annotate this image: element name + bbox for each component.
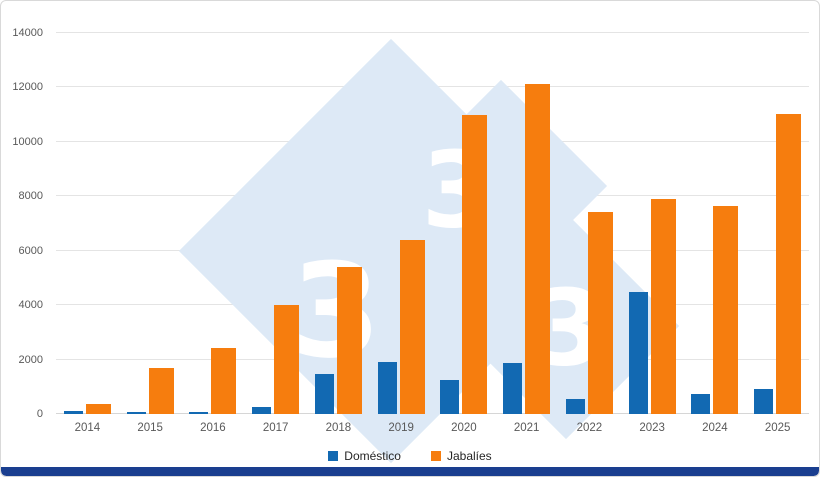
bar-domestico-2022 bbox=[565, 399, 585, 414]
plot-area bbox=[56, 33, 809, 414]
bar-jabalies-2014 bbox=[85, 404, 111, 414]
legend-swatch-jabalies bbox=[430, 451, 441, 461]
x-tick-label-2019: 2019 bbox=[388, 422, 414, 434]
bar-group-2018 bbox=[314, 33, 362, 414]
y-tick-label-14000: 14000 bbox=[12, 27, 43, 39]
legend-item-jabalies: Jabalíes bbox=[430, 449, 492, 463]
x-tick-label-2023: 2023 bbox=[639, 422, 665, 434]
x-tick-label-2022: 2022 bbox=[576, 422, 603, 434]
y-tick-label-4000: 4000 bbox=[18, 299, 43, 312]
bar-domestico-2020 bbox=[440, 380, 460, 414]
bar-domestico-2015 bbox=[126, 412, 146, 414]
bar-group-2022 bbox=[565, 33, 613, 414]
bar-domestico-2016 bbox=[189, 411, 209, 414]
bar-domestico-2025 bbox=[754, 388, 774, 414]
x-tick-label-2024: 2024 bbox=[702, 422, 728, 434]
legend-label-jabalies: Jabalíes bbox=[446, 449, 492, 463]
bar-domestico-2017 bbox=[252, 406, 272, 414]
y-tick-label-0: 0 bbox=[36, 408, 43, 420]
bar-jabalies-2021 bbox=[525, 83, 551, 414]
x-tick-label-2016: 2016 bbox=[200, 422, 226, 434]
bar-jabalies-2020 bbox=[462, 114, 488, 414]
bar-domestico-2021 bbox=[503, 363, 523, 414]
legend-swatch-domestico bbox=[328, 451, 339, 461]
x-tick-label-2020: 2020 bbox=[451, 422, 477, 434]
y-tick-label-6000: 6000 bbox=[18, 244, 43, 257]
bar-group-2017 bbox=[252, 33, 300, 414]
bar-group-2023 bbox=[628, 33, 676, 414]
bar-group-2024 bbox=[691, 33, 739, 414]
x-tick-label-2018: 2018 bbox=[325, 422, 352, 434]
bar-jabalies-2016 bbox=[211, 348, 237, 414]
x-tick-label-2015: 2015 bbox=[137, 422, 163, 434]
bar-group-2019 bbox=[377, 33, 425, 414]
y-tick-label-2000: 2000 bbox=[18, 353, 43, 366]
x-tick-label-2021: 2021 bbox=[513, 422, 540, 434]
legend-label-domestico: Doméstico bbox=[344, 449, 401, 463]
bar-group-2025 bbox=[754, 33, 802, 414]
x-tick-label-2025: 2025 bbox=[764, 422, 791, 434]
bar-domestico-2024 bbox=[691, 393, 711, 414]
bar-jabalies-2025 bbox=[776, 113, 802, 414]
gridline-14000 bbox=[56, 32, 809, 33]
bar-domestico-2014 bbox=[63, 411, 83, 414]
y-tick-label-12000: 12000 bbox=[12, 81, 43, 94]
y-tick-label-10000: 10000 bbox=[12, 135, 43, 148]
x-axis: 2014 2015 2016 2017 2018 2019 2020 2021 2022 2023… bbox=[56, 422, 809, 438]
x-tick-label-2017: 2017 bbox=[262, 422, 289, 434]
x-tick-label-2014: 2014 bbox=[74, 422, 101, 434]
y-tick-label-8000: 8000 bbox=[18, 190, 43, 203]
bar-group-2021 bbox=[503, 33, 551, 414]
bar-domestico-2023 bbox=[628, 292, 648, 414]
legend: Doméstico Jabalíes bbox=[1, 449, 819, 463]
bar-jabalies-2023 bbox=[650, 199, 676, 414]
bar-jabalies-2018 bbox=[336, 267, 362, 414]
legend-item-domestico: Doméstico bbox=[328, 449, 401, 463]
bar-domestico-2018 bbox=[314, 374, 334, 414]
y-axis: 0 2000 4000 6000 8000 10000 12000 14000 bbox=[1, 27, 49, 420]
bar-domestico-2019 bbox=[377, 362, 397, 414]
bar-group-2020 bbox=[440, 33, 488, 414]
bar-jabalies-2022 bbox=[587, 211, 613, 414]
bar-group-2015 bbox=[126, 33, 174, 414]
bar-jabalies-2017 bbox=[274, 305, 300, 414]
bar-jabalies-2024 bbox=[713, 205, 739, 414]
bar-group-2014 bbox=[63, 33, 111, 414]
bar-group-2016 bbox=[189, 33, 237, 414]
footer-brand-strip bbox=[1, 467, 819, 476]
bar-jabalies-2015 bbox=[148, 368, 174, 414]
bar-jabalies-2019 bbox=[399, 239, 425, 414]
